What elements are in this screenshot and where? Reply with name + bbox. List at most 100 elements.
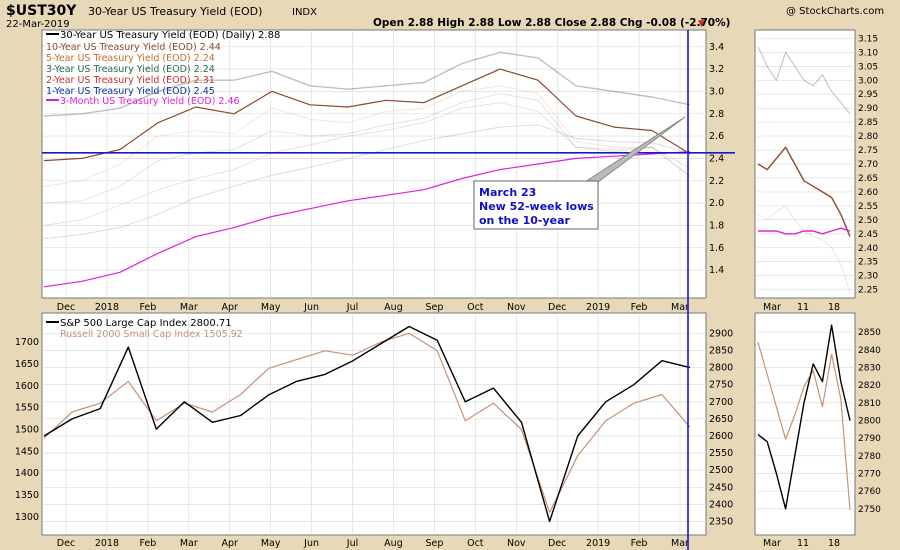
zoom-equity-x-label: Mar bbox=[763, 538, 781, 549]
zoom-yield-tick-label: 2.90 bbox=[858, 104, 878, 114]
equity-x-label: 2019 bbox=[586, 538, 610, 549]
yield-legend: 30-Year US Treasury Yield (EOD) (Daily) … bbox=[46, 30, 280, 107]
equity-left-tick-label: 1400 bbox=[15, 468, 39, 479]
zoom-yield-tick-label: 2.45 bbox=[858, 230, 878, 240]
equity-left-tick-label: 1550 bbox=[15, 403, 39, 414]
callout-line-1: March 23 bbox=[479, 186, 536, 199]
change-arrow-icon: ▼ bbox=[698, 19, 705, 29]
yield-x-label: 2019 bbox=[586, 302, 610, 313]
zoom-russell-line bbox=[757, 342, 851, 510]
equity-left-tick-label: 1500 bbox=[15, 424, 39, 435]
yield-x-label: Dec bbox=[548, 302, 566, 313]
callout-line-3: on the 10-year bbox=[479, 214, 571, 227]
yield-tick-label: 3.0 bbox=[709, 86, 724, 97]
yield-tick-label: 2.2 bbox=[709, 176, 724, 187]
zoom-yield-tick-label: 2.80 bbox=[858, 132, 878, 142]
equity-right-tick-label: 2800 bbox=[709, 363, 733, 374]
yield-tick-label: 1.4 bbox=[709, 265, 724, 276]
equity-x-label: Mar bbox=[180, 538, 198, 549]
yield-series-line bbox=[43, 85, 691, 187]
yield-x-label: May bbox=[261, 302, 281, 313]
equity-right-tick-label: 2500 bbox=[709, 465, 733, 476]
yield-tick-label: 1.8 bbox=[709, 220, 724, 231]
equity-legend: S&P 500 Large Cap Index 2800.71 Russell … bbox=[46, 318, 243, 340]
zoom-yield-series-line bbox=[757, 146, 851, 237]
callout-box bbox=[473, 180, 599, 230]
legend-y3: 3-Year US Treasury Yield (EOD) 2.24 bbox=[46, 64, 215, 75]
callout-line-2: New 52-week lows bbox=[479, 200, 594, 213]
equity-left-tick-label: 1350 bbox=[15, 490, 39, 501]
zoom-equity-tick-label: 2750 bbox=[858, 505, 881, 515]
equity-x-label: May bbox=[261, 538, 281, 549]
exchange-label: INDX bbox=[292, 7, 317, 18]
equity-x-label: Mar bbox=[671, 538, 689, 549]
zoom-yield-tick-label: 2.70 bbox=[858, 160, 878, 170]
zoom-yield-tick-label: 2.25 bbox=[858, 286, 878, 296]
legend-y1: 1-Year US Treasury Yield (EOD) 2.45 bbox=[46, 86, 215, 97]
equity-x-label: Dec bbox=[548, 538, 566, 549]
equity-right-tick-label: 2700 bbox=[709, 397, 733, 408]
yield-series-line bbox=[43, 124, 691, 240]
zoom-equity-tick-label: 2790 bbox=[858, 434, 881, 444]
yield-x-label: 2018 bbox=[95, 302, 119, 313]
spx-series-line bbox=[43, 325, 691, 523]
equity-right-tick-label: 2900 bbox=[709, 328, 733, 339]
equity-x-label: Feb bbox=[139, 538, 156, 549]
zoom-equity-tick-label: 2810 bbox=[858, 399, 881, 409]
legend-m3: 3-Month US Treasury Yield (EOD) 2.46 bbox=[60, 96, 240, 107]
yield-tick-label: 2.6 bbox=[709, 131, 724, 142]
equity-x-label: Oct bbox=[467, 538, 484, 549]
zoom-yield-tick-label: 2.35 bbox=[858, 258, 878, 268]
zoom-equity-tick-label: 2840 bbox=[858, 346, 881, 356]
zoom-yield-x-label: 18 bbox=[828, 302, 840, 313]
yield-series-line bbox=[43, 93, 691, 204]
yield-x-label: Oct bbox=[467, 302, 484, 313]
equity-x-label: Jun bbox=[303, 538, 319, 549]
zoom-yield-series-line bbox=[757, 46, 851, 115]
yield-x-label: Feb bbox=[631, 302, 648, 313]
zoom-yield-tick-label: 2.65 bbox=[858, 174, 878, 184]
equity-left-tick-label: 1650 bbox=[15, 359, 39, 370]
yield-x-label: Mar bbox=[671, 302, 689, 313]
zoom-spx-line bbox=[757, 324, 851, 510]
yield-x-label: Feb bbox=[139, 302, 156, 313]
yield-series-line bbox=[43, 68, 691, 162]
zoom-yield-x-label: 11 bbox=[797, 302, 809, 313]
zoom-yield-tick-label: 2.75 bbox=[858, 146, 878, 156]
equity-left-tick-label: 1300 bbox=[15, 512, 39, 523]
zoom-equity-x-label: 11 bbox=[797, 538, 809, 549]
equity-x-label: Feb bbox=[631, 538, 648, 549]
legend-spx: S&P 500 Large Cap Index 2800.71 bbox=[60, 318, 232, 329]
legend-y2: 2-Year US Treasury Yield (EOD) 2.31 bbox=[46, 75, 215, 86]
zoom-yield-tick-label: 2.50 bbox=[858, 216, 878, 226]
equity-x-label: 2018 bbox=[95, 538, 119, 549]
yield-tick-label: 2.8 bbox=[709, 109, 724, 120]
symbol-description: 30-Year US Treasury Yield (EOD) bbox=[88, 5, 262, 18]
equity-right-tick-label: 2850 bbox=[709, 345, 733, 356]
zoom-equity-tick-label: 2760 bbox=[858, 487, 881, 497]
yield-x-label: Apr bbox=[222, 302, 239, 313]
yield-x-label: Sep bbox=[425, 302, 443, 313]
equity-x-label: Nov bbox=[507, 538, 526, 549]
zoom-yield-series-line bbox=[758, 227, 851, 235]
symbol-label: $UST30Y bbox=[6, 3, 77, 19]
yield-series-line bbox=[43, 102, 691, 226]
yield-x-label: Jul bbox=[346, 302, 358, 313]
legend-swatch-spx bbox=[46, 321, 59, 323]
yield-series-line bbox=[43, 151, 691, 288]
equity-right-tick-label: 2750 bbox=[709, 380, 733, 391]
yield-tick-label: 3.2 bbox=[709, 64, 724, 75]
yield-tick-label: 2.0 bbox=[709, 198, 724, 209]
equity-zoom-panel bbox=[754, 312, 856, 536]
equity-left-tick-label: 1600 bbox=[15, 381, 39, 392]
zoom-yield-tick-label: 2.55 bbox=[858, 202, 878, 212]
legend-rut: Russell 2000 Small Cap Index 1505.92 bbox=[60, 329, 243, 340]
zoom-equity-x-label: 18 bbox=[828, 538, 840, 549]
zoom-yield-tick-label: 3.15 bbox=[858, 34, 878, 44]
zoom-equity-tick-label: 2800 bbox=[858, 416, 881, 426]
equity-left-tick-label: 1700 bbox=[15, 337, 39, 348]
legend-swatch-m3 bbox=[46, 99, 59, 101]
yield-x-label: Mar bbox=[180, 302, 198, 313]
equity-left-tick-label: 1450 bbox=[15, 446, 39, 457]
